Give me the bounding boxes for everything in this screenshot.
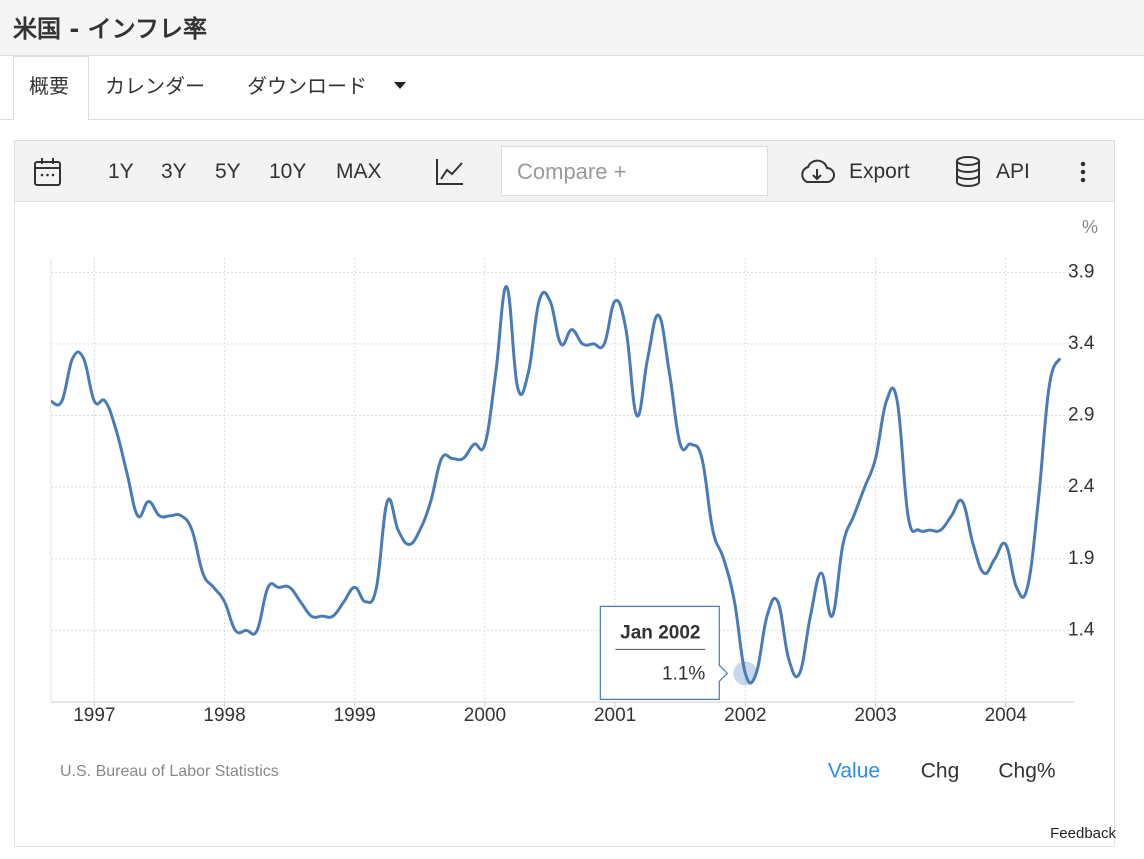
y-tick-label: 1.9 xyxy=(1068,548,1094,569)
source: U.S. Bureau of Labor Statistics xyxy=(60,763,279,780)
x-tick-label: 2000 xyxy=(464,705,506,726)
x-tick-label: 2001 xyxy=(594,705,636,726)
active-tab-frame xyxy=(13,56,89,120)
y-tick-label: 3.4 xyxy=(1068,333,1095,354)
x-tick-label: 2003 xyxy=(854,705,896,726)
x-tick-label: 2002 xyxy=(724,705,766,726)
range-button[interactable]: 10Y xyxy=(269,160,307,183)
mode-button[interactable]: Value xyxy=(828,760,880,783)
y-tick-label: 2.9 xyxy=(1068,405,1094,426)
api-button[interactable]: API xyxy=(996,160,1030,183)
compare-input[interactable]: Compare + xyxy=(501,146,768,196)
page-title: 米国 - インフレ率 xyxy=(13,15,207,43)
tooltip-value: 1.1% xyxy=(662,663,705,684)
hover-point xyxy=(733,661,758,686)
mode-button[interactable]: Chg xyxy=(921,760,960,783)
x-tick-label: 1998 xyxy=(203,705,245,726)
tab[interactable]: カレンダー xyxy=(105,74,205,98)
y-tick-label: 1.4 xyxy=(1068,619,1095,640)
x-tick-label: 1997 xyxy=(73,705,115,726)
mode-button[interactable]: Chg% xyxy=(998,760,1055,783)
x-tick-label: 1999 xyxy=(334,705,376,726)
dropdown-arrow[interactable] xyxy=(394,82,406,90)
y-tick-label: 2.4 xyxy=(1068,476,1095,497)
tab[interactable]: ダウンロード xyxy=(247,74,367,98)
tooltip-title: Jan 2002 xyxy=(620,622,700,643)
range-button[interactable]: 5Y xyxy=(215,160,241,183)
unit-label: % xyxy=(1082,217,1098,237)
x-tick-label: 2004 xyxy=(985,705,1028,726)
range-button[interactable]: 1Y xyxy=(108,160,134,183)
chart-type-icon[interactable] xyxy=(435,157,465,187)
header: 米国 - インフレ率 xyxy=(0,0,1144,56)
export-button[interactable]: Export xyxy=(849,160,910,183)
tab-divider xyxy=(0,119,1144,120)
y-tick-label: 3.9 xyxy=(1068,261,1094,282)
tab[interactable]: 概要 xyxy=(29,74,69,98)
more-menu[interactable] xyxy=(1077,159,1089,187)
toolbar: 1Y 3Y 5Y 10Y MAX Compare + Export API xyxy=(14,140,1115,202)
calendar-icon[interactable] xyxy=(33,157,63,187)
range-button[interactable]: 3Y xyxy=(161,160,187,183)
tooltip-box xyxy=(599,605,729,700)
series-line xyxy=(50,285,1062,685)
api-icon[interactable] xyxy=(955,155,983,189)
range-button[interactable]: MAX xyxy=(336,160,382,183)
export-icon[interactable] xyxy=(798,157,836,187)
feedback-link[interactable]: Feedback xyxy=(1050,825,1116,842)
